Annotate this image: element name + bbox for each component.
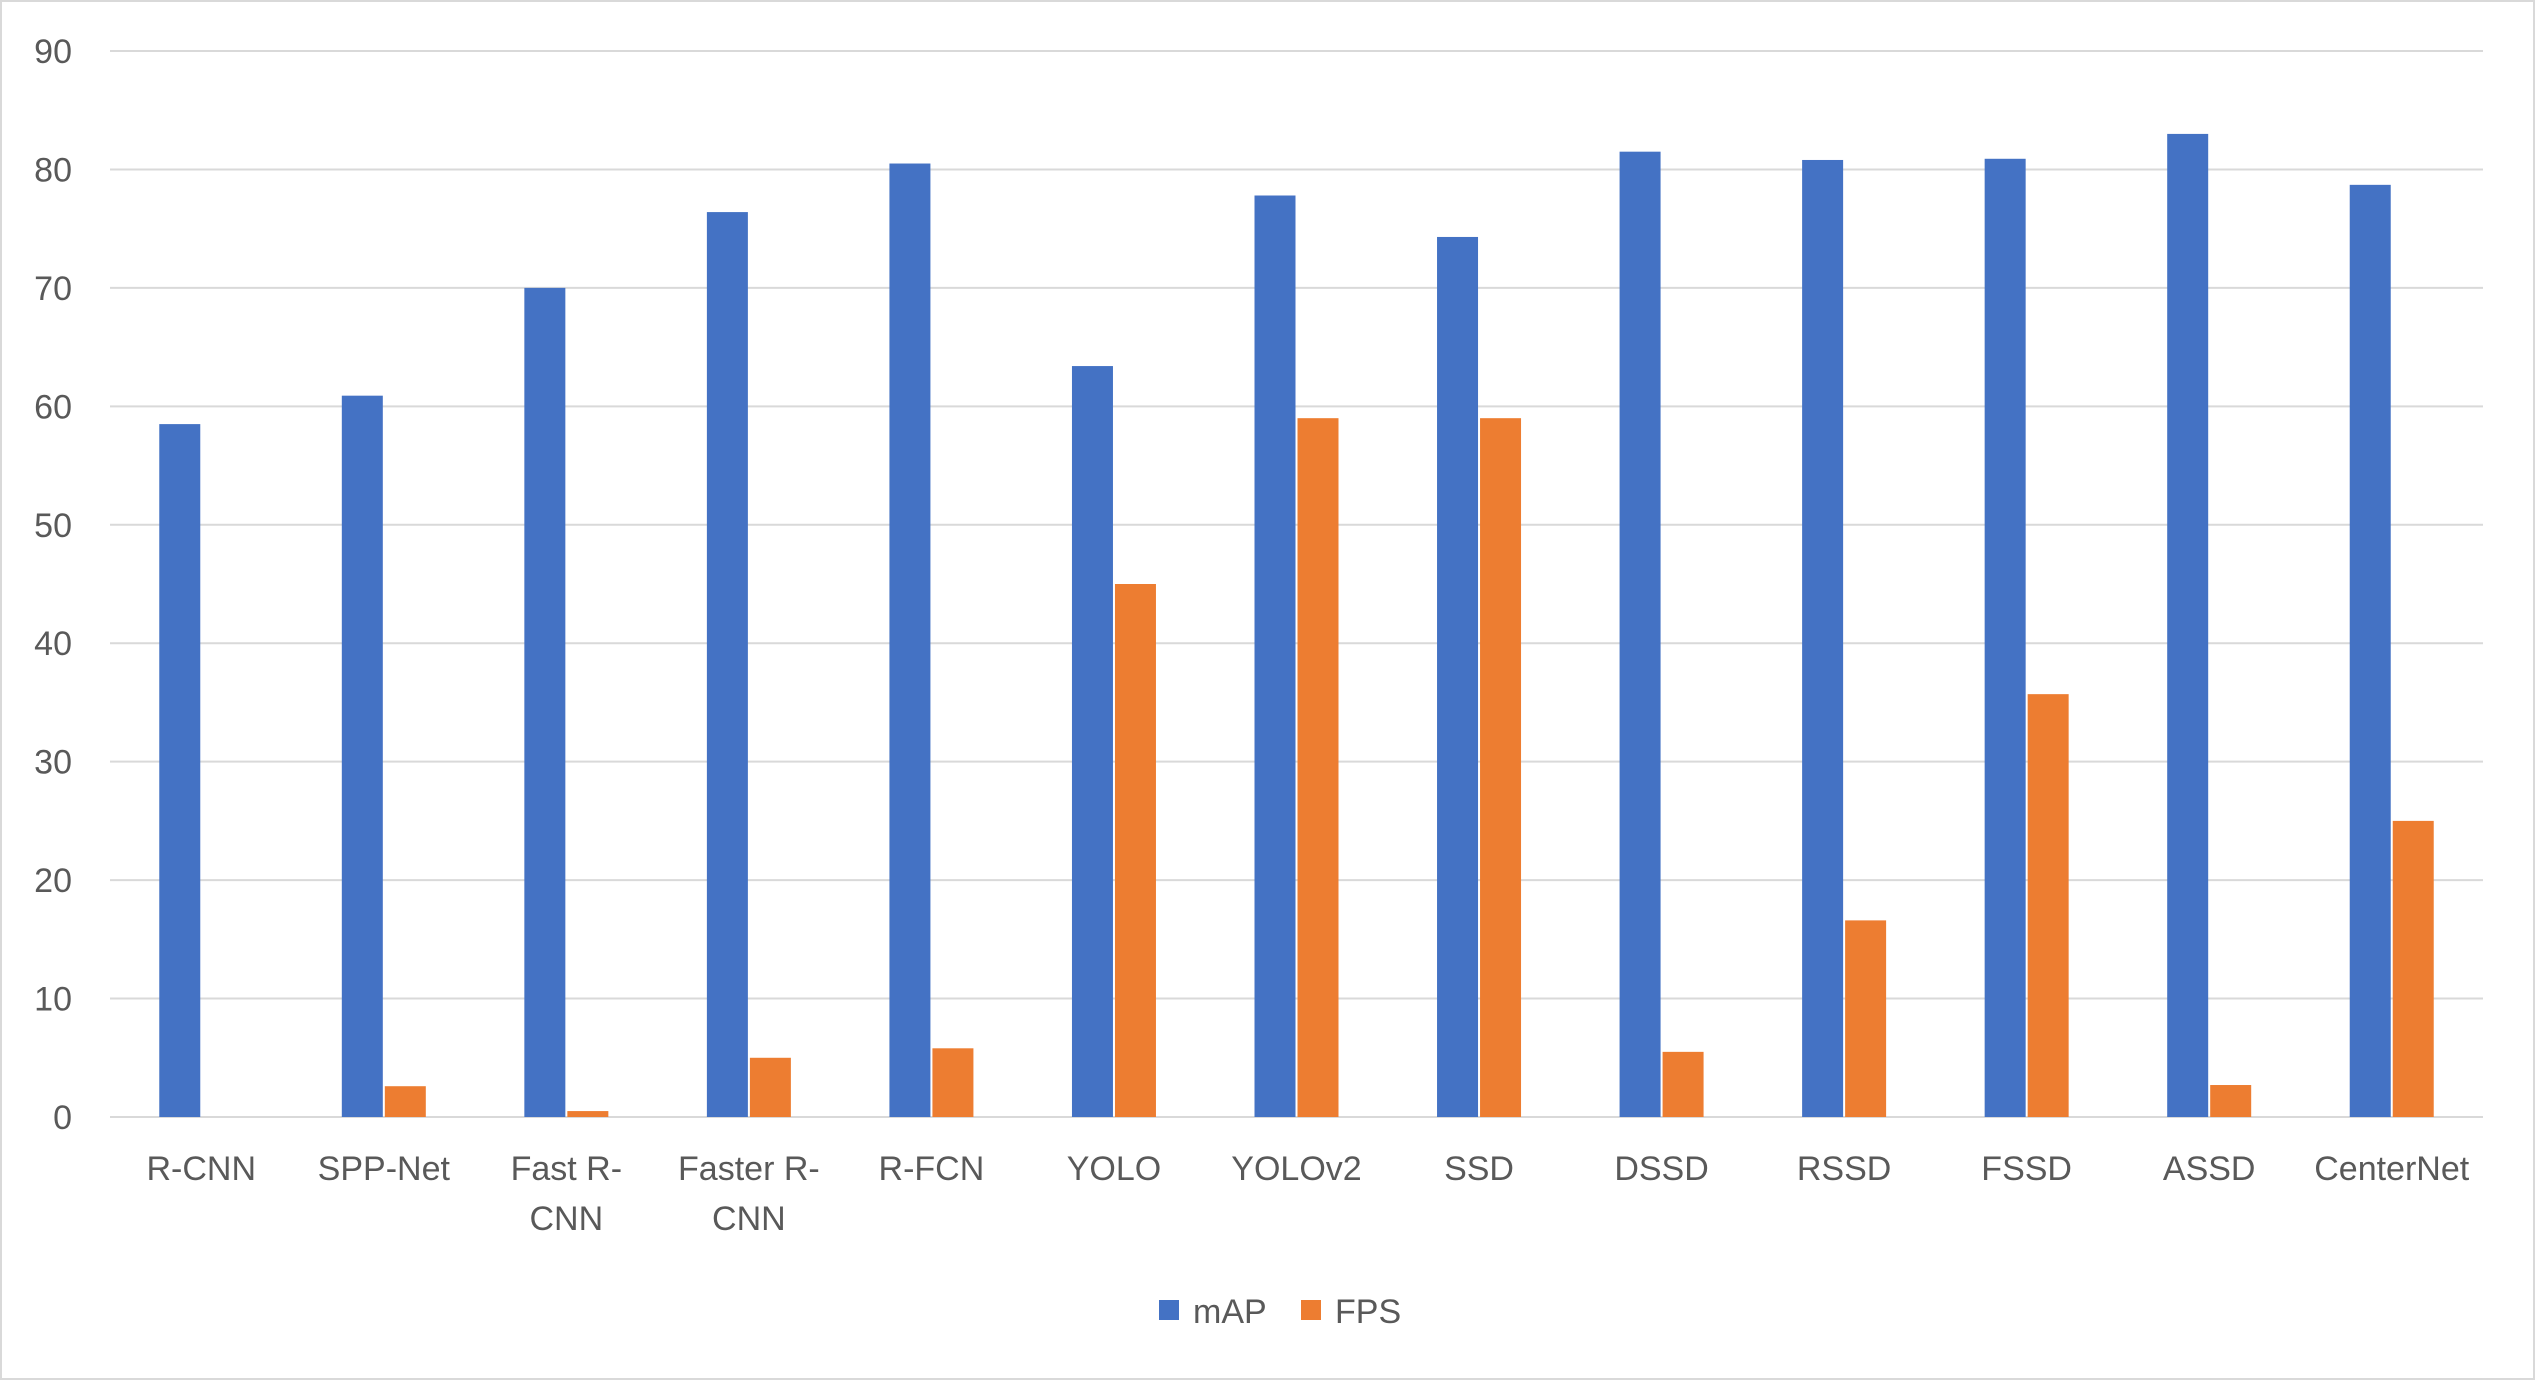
x-category-label-line: SSD — [1444, 1150, 1514, 1188]
x-category-label-line: Faster R- — [678, 1150, 820, 1188]
bar-fps-rssd — [1845, 920, 1887, 1117]
y-tick-label: 90 — [34, 33, 72, 71]
x-category-label-line: R-FCN — [879, 1150, 985, 1188]
bar-fps-centernet — [2392, 820, 2434, 1117]
x-category-label: FSSD — [1981, 1150, 2072, 1188]
x-category-label-line: YOLOv2 — [1231, 1150, 1361, 1188]
gridlines — [110, 50, 2483, 1118]
bar-fps-spp-net — [384, 1086, 426, 1117]
y-tick-label: 60 — [34, 388, 72, 426]
legend-label-fps: FPS — [1335, 1293, 1401, 1331]
x-category-label-line: CNN — [712, 1200, 786, 1238]
x-category-label-line: CenterNet — [2314, 1150, 2470, 1188]
y-tick-label: 20 — [34, 862, 72, 900]
legend: mAP FPS — [1159, 1293, 1401, 1331]
y-axis-ticks: 0 10 20 30 40 50 60 70 80 90 — [34, 33, 72, 1137]
bar-map-r-fcn — [889, 163, 931, 1117]
y-tick-label: 40 — [34, 625, 72, 663]
x-category-label: DSSD — [1614, 1150, 1708, 1188]
bar-map-fast-r-cnn — [524, 287, 566, 1117]
x-category-label: SSD — [1444, 1150, 1514, 1188]
x-category-label-line: DSSD — [1614, 1150, 1708, 1188]
x-category-label: Faster R- CNN — [678, 1150, 820, 1238]
bar-map-faster-r-cnn — [706, 212, 748, 1117]
y-tick-label: 50 — [34, 507, 72, 545]
x-category-label: R-CNN — [146, 1150, 256, 1188]
y-tick-label: 30 — [34, 744, 72, 782]
legend-label-map: mAP — [1193, 1293, 1267, 1331]
legend-swatch-map — [1159, 1300, 1179, 1320]
x-category-label: R-FCN — [879, 1150, 985, 1188]
x-category-label-line: RSSD — [1797, 1150, 1891, 1188]
bar-map-fssd — [1984, 158, 2026, 1118]
y-tick-label: 10 — [34, 981, 72, 1019]
bar-fps-fssd — [2027, 694, 2069, 1117]
x-category-label-line: Fast R- — [511, 1150, 622, 1188]
x-category-label-line: FSSD — [1981, 1150, 2072, 1188]
bar-fps-fast-r-cnn — [567, 1111, 609, 1117]
bar-fps-assd — [2210, 1085, 2252, 1117]
x-category-label: CenterNet — [2314, 1150, 2470, 1188]
bar-map-dssd — [1619, 151, 1661, 1117]
bar-map-spp-net — [341, 395, 383, 1117]
bar-map-yolov2 — [1254, 195, 1296, 1118]
x-category-label-line: YOLO — [1067, 1150, 1161, 1188]
x-axis-categories: R-CNN SPP-Net Fast R- CNN Faster R- CNN R-FCN Y… — [146, 1150, 2469, 1238]
bar-fps-faster-r-cnn — [749, 1057, 791, 1117]
bar-map-centernet — [2349, 184, 2391, 1117]
bar-map-ssd — [1437, 236, 1479, 1118]
x-category-label: RSSD — [1797, 1150, 1891, 1188]
bar-fps-yolo — [1114, 584, 1156, 1117]
bar-map-r-cnn — [159, 424, 201, 1118]
x-category-label: Fast R- CNN — [511, 1150, 622, 1238]
x-category-label: ASSD — [2163, 1150, 2256, 1188]
bar-fps-ssd — [1480, 418, 1522, 1118]
x-category-label-line: CNN — [530, 1200, 604, 1238]
x-category-label: YOLO — [1067, 1150, 1161, 1188]
y-tick-label: 80 — [34, 151, 72, 189]
x-category-label-line: ASSD — [2163, 1150, 2256, 1188]
x-category-label-line: SPP-Net — [318, 1150, 451, 1188]
bar-fps-yolov2 — [1297, 418, 1339, 1118]
bar-map-rssd — [1802, 159, 1844, 1118]
legend-swatch-fps — [1301, 1300, 1321, 1320]
bar-map-assd — [2167, 133, 2209, 1117]
x-category-label: YOLOv2 — [1231, 1150, 1361, 1188]
x-category-label-line: R-CNN — [146, 1150, 256, 1188]
y-tick-label: 0 — [53, 1099, 72, 1137]
y-tick-label: 70 — [34, 270, 72, 308]
x-category-label: SPP-Net — [318, 1150, 451, 1188]
bar-fps-r-fcn — [932, 1048, 974, 1117]
bar-map-yolo — [1071, 366, 1113, 1117]
bar-fps-dssd — [1662, 1051, 1704, 1117]
bars — [159, 133, 2434, 1118]
